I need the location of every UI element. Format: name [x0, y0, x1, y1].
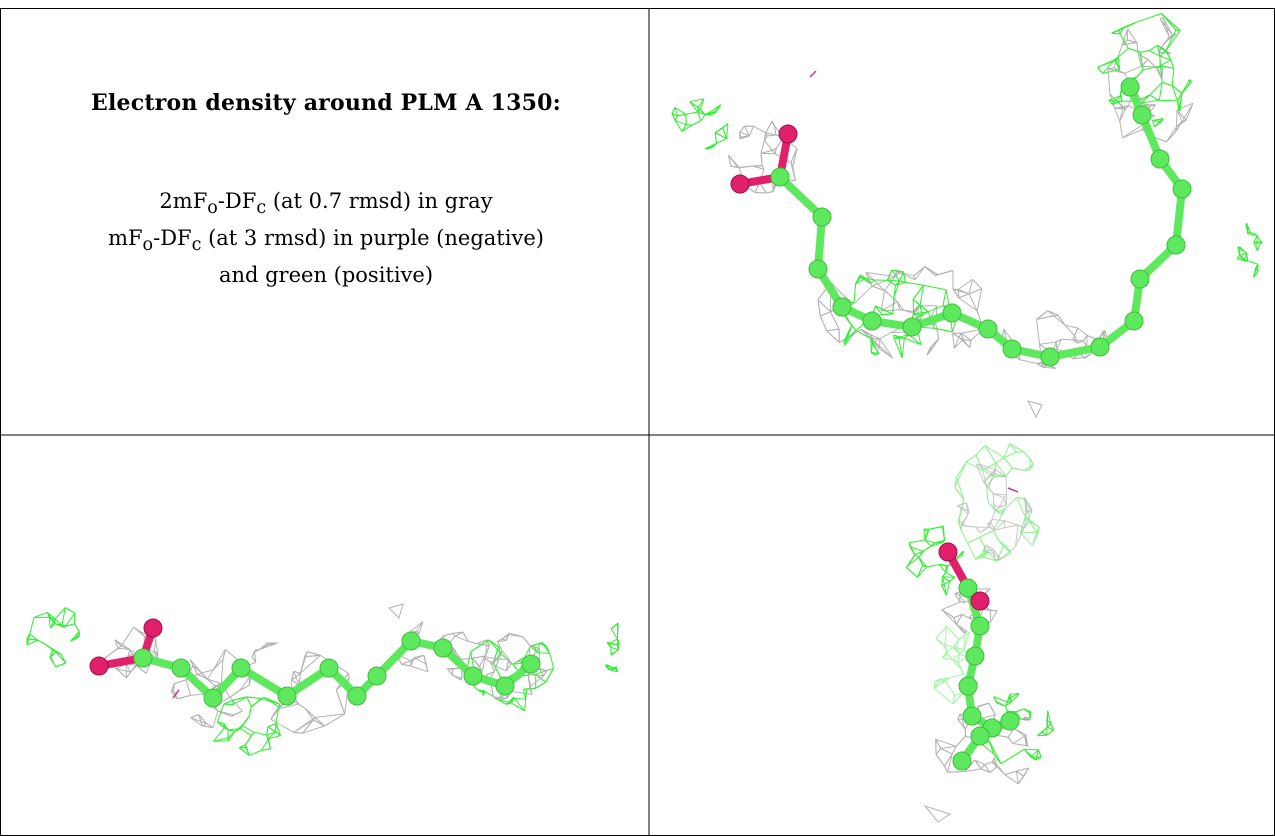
oxygen-atom	[938, 542, 958, 562]
density-2fofc	[957, 463, 1033, 561]
caption-title: Electron density around PLM A 1350:	[91, 90, 561, 116]
density-2fofc	[388, 603, 404, 619]
oxygen-atom	[778, 124, 798, 144]
carbon-atom	[808, 259, 828, 279]
carbon-atom	[770, 167, 790, 187]
density-view-top-right	[671, 13, 1263, 419]
density-fofc-positive	[26, 607, 81, 668]
carbon-atom	[463, 666, 483, 686]
ligand-plm	[730, 77, 1192, 367]
carbon-atom	[319, 658, 339, 678]
density-fofc-positive	[905, 525, 964, 596]
density-fofc-positive	[933, 625, 979, 705]
density-fofc-negative	[172, 689, 180, 699]
carbon-atom	[862, 311, 882, 331]
carbon-atom	[1090, 337, 1110, 357]
density-fofc-positive	[605, 622, 620, 673]
carbon-atom	[171, 658, 191, 678]
carbon-atom	[401, 631, 421, 651]
caption-line-fofc: mFo-DFc (at 3 rmsd) in purple (negative)	[108, 226, 544, 256]
density-fofc-negative	[1007, 487, 1019, 493]
caption-line-colors: and green (positive)	[218, 263, 434, 288]
carbon-atom	[1120, 77, 1140, 97]
carbon-atom	[1002, 339, 1022, 359]
density-fofc-positive	[671, 98, 729, 150]
carbon-atom	[433, 638, 453, 658]
carbon-atom	[902, 317, 922, 337]
carbon-atom	[1166, 235, 1186, 255]
carbon-atom	[1130, 269, 1150, 289]
density-fofc-positive	[1236, 223, 1263, 278]
carbon-atom	[1040, 347, 1060, 367]
carbon-atom	[978, 319, 998, 339]
carbon-atom	[1000, 711, 1020, 731]
density-fofc-positive	[213, 696, 281, 756]
carbon-atom	[231, 658, 251, 678]
carbon-atom	[1124, 311, 1144, 331]
oxygen-atom	[143, 618, 163, 638]
carbon-atom	[347, 686, 367, 706]
caption-line-2fofc: 2mFo-DFc (at 0.7 rmsd) in gray	[159, 189, 493, 219]
carbon-atom	[203, 688, 223, 708]
carbon-atom	[965, 646, 985, 666]
carbon-atom	[832, 297, 852, 317]
density-view-bottom-left	[26, 603, 620, 756]
carbon-atom	[942, 303, 962, 323]
carbon-atom	[1172, 179, 1192, 199]
carbon-atom	[277, 686, 297, 706]
oxygen-atom	[730, 174, 750, 194]
density-view-bottom-right	[905, 443, 1055, 823]
carbon-atom	[521, 654, 541, 674]
ligand-plm	[89, 618, 541, 708]
density-2fofc	[1027, 400, 1043, 419]
carbon-atom	[812, 207, 832, 227]
carbon-atom	[952, 751, 972, 771]
density-2fofc	[1107, 17, 1194, 143]
carbon-atom	[962, 706, 982, 726]
density-fofc-positive	[1097, 13, 1192, 128]
oxygen-atom	[89, 656, 109, 676]
density-fofc-positive	[954, 443, 1040, 562]
density-2fofc	[923, 805, 952, 823]
caption-cell: Electron density around PLM A 1350: 2mFo…	[20, 90, 632, 290]
carbon-atom	[133, 648, 153, 668]
ligand-plm	[938, 542, 1020, 771]
caption-body: 2mFo-DFc (at 0.7 rmsd) in gray mFo-DFc (…	[20, 186, 632, 290]
bond	[776, 173, 826, 221]
carbon-atom	[1150, 149, 1170, 169]
carbon-atom	[970, 726, 990, 746]
oxygen-atom	[970, 591, 990, 611]
carbon-atom	[495, 676, 515, 696]
carbon-atom	[367, 666, 387, 686]
carbon-atom	[958, 578, 978, 598]
density-fofc-negative	[809, 70, 817, 78]
carbon-atom	[958, 676, 978, 696]
carbon-atom	[970, 616, 990, 636]
carbon-atom	[1132, 105, 1152, 125]
